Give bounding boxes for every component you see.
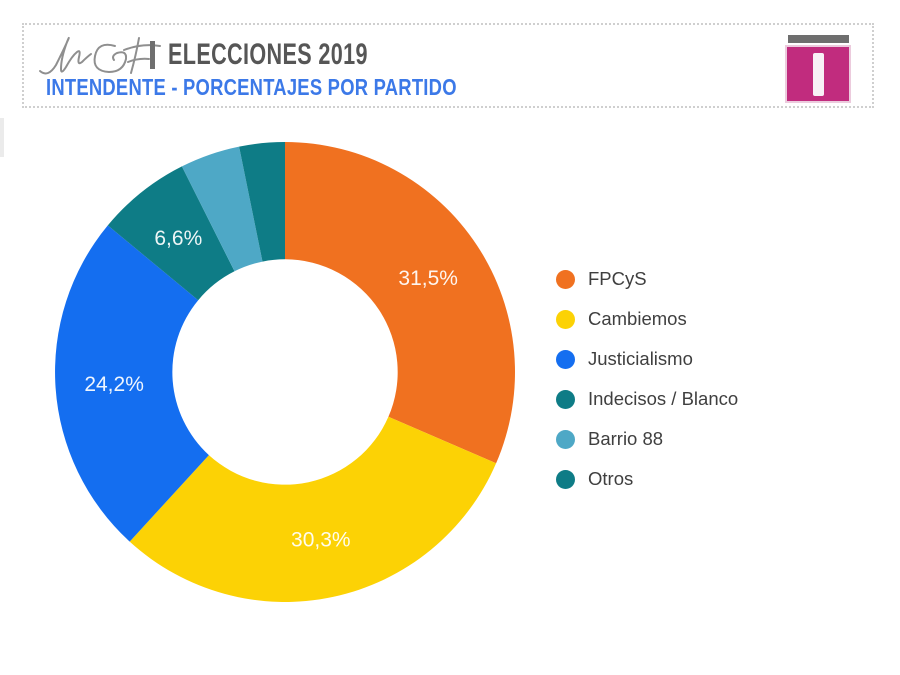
legend-label-cambiemos: Cambiemos (588, 308, 687, 329)
pie-slice-fpcys[interactable] (285, 142, 515, 464)
legend-label-indecisos-blanco: Indecisos / Blanco (588, 388, 739, 409)
logo-i-glyph (812, 52, 824, 96)
brand-logo (785, 35, 851, 103)
chart-legend: FPCyS Cambiemos Justicialismo Indecisos / B… (556, 268, 738, 508)
legend-item-indecisos-blanco[interactable]: Indecisos / Blanco (556, 388, 738, 410)
legend-swatch-cambiemos (556, 309, 575, 329)
legend-item-otros[interactable]: Otros (556, 468, 738, 490)
title-line: ELECCIONES 2019 (150, 38, 446, 72)
legend-item-fpcys[interactable]: FPCyS (556, 268, 738, 290)
legend-item-barrio-88[interactable]: Barrio 88 (556, 428, 738, 450)
left-edge-tab (0, 118, 4, 157)
pie-slice-indecisos-blanco[interactable] (107, 166, 235, 301)
legend-label-justicialismo: Justicialismo (588, 348, 693, 369)
logo-top-bar (787, 35, 849, 43)
pie-slice-cambiemos[interactable] (129, 416, 497, 602)
legend-swatch-fpcys (556, 269, 575, 289)
page-subtitle: INTENDENTE - PORCENTAJES POR PARTIDO (46, 74, 457, 100)
legend-swatch-barrio-88 (556, 429, 575, 449)
legend-item-cambiemos[interactable]: Cambiemos (556, 308, 738, 330)
slice-label-justicialismo: 24,2% (84, 373, 144, 396)
slice-label-indecisos-blanco: 6,6% (154, 227, 202, 250)
pie-slice-otros[interactable] (239, 141, 285, 262)
slice-label-cambiemos: 30,3% (291, 529, 351, 552)
legend-label-fpcys: FPCyS (588, 268, 647, 289)
legend-swatch-justicialismo (556, 349, 575, 369)
legend-label-otros: Otros (588, 468, 634, 489)
legend-swatch-otros (556, 469, 575, 489)
signature-logo (39, 36, 161, 75)
donut-chart: 31,5% 30,3% 24,2% 6,6% (55, 141, 515, 602)
slice-label-fpcys: 31,5% (398, 267, 458, 290)
legend-swatch-indecisos-blanco (556, 389, 575, 409)
pie-slice-justicialismo[interactable] (55, 225, 209, 542)
logo-square (785, 45, 851, 103)
legend-label-barrio-88: Barrio 88 (588, 428, 664, 449)
legend-item-justicialismo[interactable]: Justicialismo (556, 348, 738, 370)
title-divider-bar (150, 41, 155, 69)
pie-slice-barrio-88[interactable] (181, 146, 263, 272)
page-title: ELECCIONES 2019 (168, 38, 368, 71)
header-box: ELECCIONES 2019 INTENDENTE - PORCENTAJES… (22, 23, 874, 108)
